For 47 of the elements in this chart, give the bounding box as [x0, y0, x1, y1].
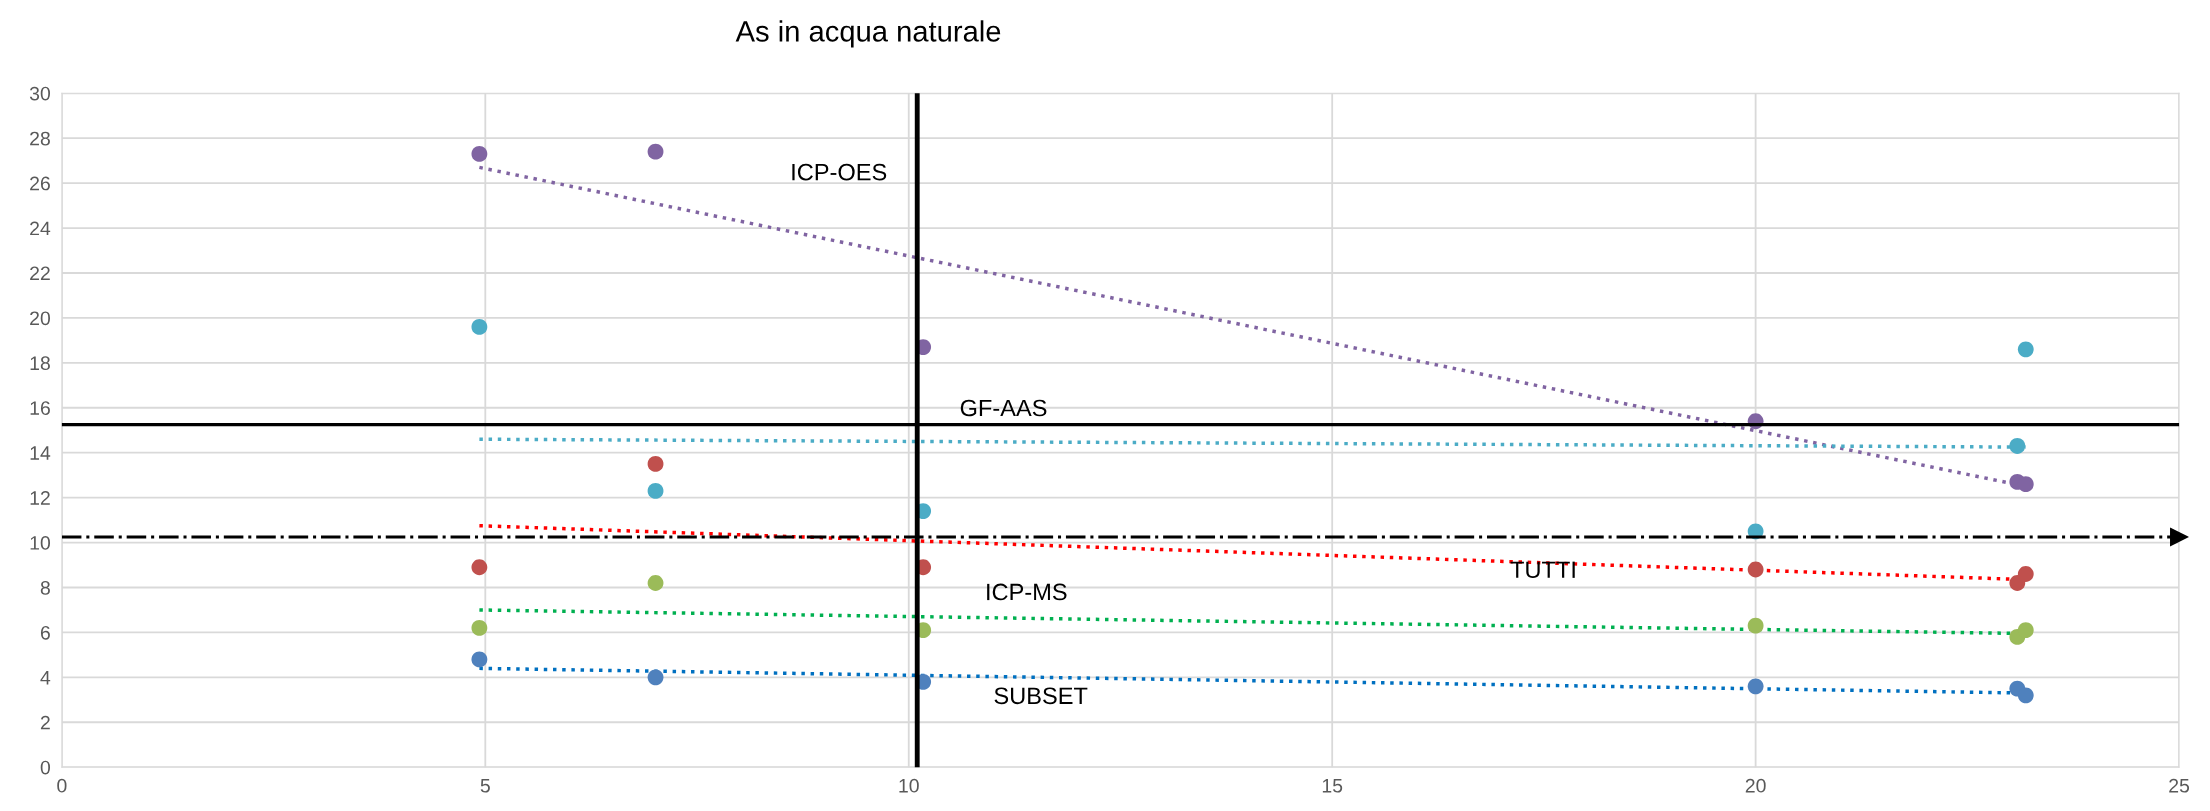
y-tick-label: 4: [40, 671, 51, 685]
y-tick-label: 14: [30, 446, 51, 460]
x-tick-label: 25: [2169, 778, 2190, 793]
x-tick-label: 10: [899, 778, 919, 793]
x-tick-label: 0: [57, 778, 67, 793]
point: [647, 669, 664, 686]
y-tick-label: 18: [30, 356, 50, 371]
y-tick-label: 0: [40, 760, 51, 775]
point: [2009, 438, 2026, 454]
point: [471, 318, 488, 335]
point: [471, 620, 488, 636]
point: [2017, 622, 2034, 639]
point: [471, 651, 488, 668]
point: [2017, 341, 2034, 358]
point: [2017, 476, 2034, 493]
y-tick-label: 26: [30, 176, 50, 191]
point: [471, 146, 488, 162]
y-tick-label: 28: [30, 131, 50, 146]
point: [647, 143, 664, 160]
point: [2017, 566, 2034, 582]
y-tick-label: 22: [30, 266, 50, 281]
y-tick-label: 30: [29, 86, 51, 101]
y-tick-label: 12: [30, 491, 50, 505]
point: [1747, 678, 1764, 695]
point: [471, 559, 488, 576]
point: [647, 482, 664, 499]
annotation: ICP-OES: [792, 163, 887, 181]
annotation: ICP-MS: [987, 583, 1067, 601]
x-tick-label: 15: [1322, 779, 1343, 793]
point: [1747, 617, 1764, 634]
y-tick-label: 24: [30, 221, 51, 236]
point: [2017, 687, 2034, 704]
point: [647, 575, 664, 591]
point: [1747, 561, 1764, 578]
x-tick-label: 20: [1745, 778, 1766, 793]
y-tick-label: 2: [40, 715, 50, 730]
y-tick-label: 10: [30, 536, 51, 550]
y-tick-label: 8: [40, 580, 50, 595]
y-tick-label: 16: [30, 401, 50, 416]
point: [647, 456, 664, 472]
annotation: TUTTI: [1510, 561, 1575, 579]
y-tick-label: 20: [30, 311, 51, 326]
annotation: SUBSET: [994, 687, 1088, 705]
chart-title: As in acqua naturale: [735, 20, 1001, 48]
y-tick-label: 6: [40, 625, 50, 640]
x-tick-label: 5: [480, 779, 490, 793]
annotation: GF-AAS: [960, 399, 1047, 417]
